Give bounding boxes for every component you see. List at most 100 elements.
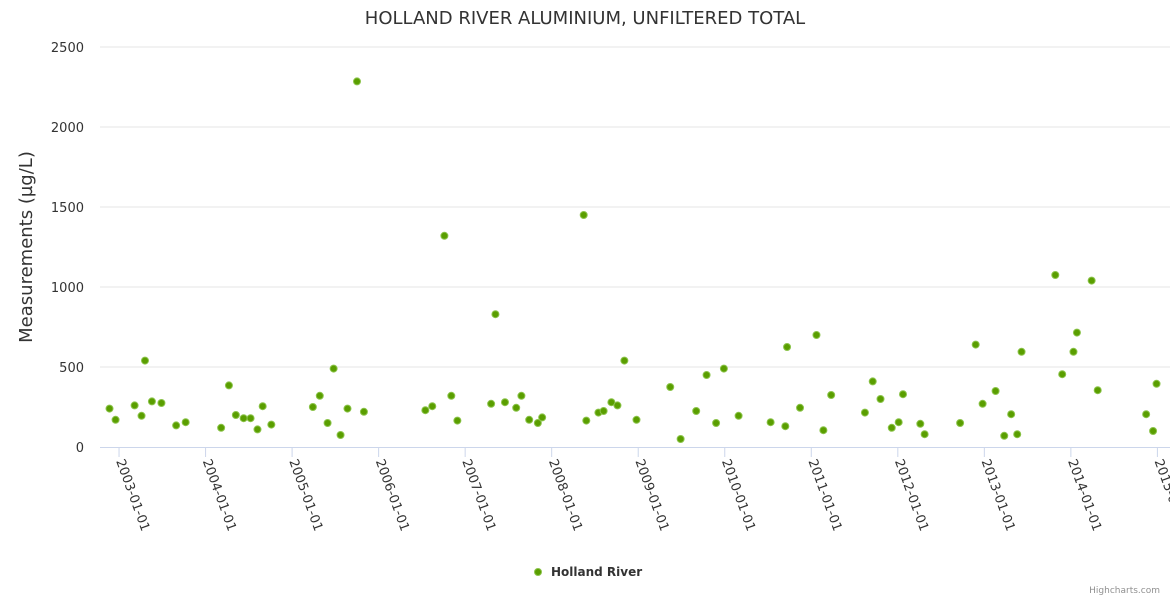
data-point[interactable] (147, 397, 156, 406)
data-point[interactable] (323, 419, 332, 427)
data-point[interactable] (336, 431, 345, 439)
data-point[interactable] (1149, 427, 1158, 435)
data-point[interactable] (1007, 410, 1016, 419)
data-point[interactable] (267, 420, 276, 429)
data-point[interactable] (971, 340, 980, 349)
data-point[interactable] (538, 413, 547, 422)
data-point[interactable] (734, 411, 743, 420)
data-point[interactable] (899, 390, 908, 399)
data-point[interactable] (105, 404, 114, 413)
data-point[interactable] (692, 407, 701, 415)
data-point[interactable] (1069, 347, 1078, 356)
data-point[interactable] (1013, 430, 1022, 439)
data-point[interactable] (253, 425, 262, 434)
data-point[interactable] (620, 356, 629, 365)
data-point[interactable] (978, 399, 987, 408)
data-point[interactable] (172, 421, 181, 430)
data-point[interactable] (491, 310, 500, 319)
data-point[interactable] (447, 391, 456, 400)
data-point[interactable] (140, 356, 149, 365)
data-point[interactable] (111, 415, 120, 424)
y-tick-label: 1500 (51, 201, 84, 216)
data-point[interactable] (827, 391, 836, 399)
data-point[interactable] (343, 404, 352, 413)
data-point[interactable] (781, 422, 790, 431)
y-tick-label: 1000 (51, 281, 84, 296)
data-point[interactable] (1051, 271, 1060, 279)
data-point[interactable] (421, 406, 430, 415)
data-point[interactable] (812, 331, 821, 339)
chart-title: HOLLAND RIVER ALUMINIUM, UNFILTERED TOTA… (365, 8, 805, 29)
data-point[interactable] (613, 401, 622, 410)
data-point[interactable] (599, 407, 608, 415)
data-point[interactable] (666, 383, 675, 391)
data-point[interactable] (315, 391, 324, 400)
data-point[interactable] (920, 430, 929, 439)
data-point[interactable] (868, 377, 877, 386)
data-point[interactable] (579, 211, 588, 219)
data-point[interactable] (329, 364, 338, 373)
data-point[interactable] (876, 395, 885, 403)
data-point[interactable] (1058, 370, 1067, 379)
data-point[interactable] (783, 343, 792, 351)
data-point[interactable] (1093, 386, 1102, 395)
data-point[interactable] (712, 419, 721, 427)
data-point[interactable] (181, 418, 190, 427)
data-point[interactable] (239, 414, 248, 423)
data-point[interactable] (894, 418, 903, 427)
y-tick-label: 2000 (51, 121, 84, 136)
data-point[interactable] (1072, 328, 1081, 337)
data-point[interactable] (860, 408, 869, 417)
data-point[interactable] (719, 364, 728, 373)
data-point[interactable] (487, 399, 496, 408)
data-point[interactable] (702, 371, 711, 379)
y-axis-ticks: 0 500 1000 1500 2000 2500 (51, 41, 84, 456)
data-point[interactable] (359, 407, 368, 416)
data-point[interactable] (224, 381, 233, 390)
data-point[interactable] (231, 411, 240, 419)
data-point[interactable] (1087, 276, 1096, 285)
y-axis-label: Measurements (µg/L) (16, 151, 37, 343)
data-point[interactable] (428, 402, 437, 411)
data-point[interactable] (512, 403, 521, 412)
series-holland-river (105, 77, 1161, 443)
data-point[interactable] (517, 391, 526, 400)
data-point[interactable] (258, 402, 267, 411)
data-point[interactable] (157, 399, 166, 407)
data-point[interactable] (887, 423, 896, 432)
data-point[interactable] (607, 398, 616, 407)
y-tick-label: 500 (59, 361, 84, 376)
data-point[interactable] (130, 401, 139, 410)
data-point[interactable] (991, 387, 1000, 395)
grid-layer (100, 46, 1170, 368)
data-point[interactable] (582, 416, 591, 425)
data-point[interactable] (1152, 379, 1161, 388)
data-point[interactable] (819, 426, 828, 435)
legend[interactable]: Holland River (534, 565, 643, 579)
data-point[interactable] (137, 411, 146, 420)
data-point[interactable] (246, 414, 255, 423)
data-point[interactable] (500, 398, 509, 407)
data-point[interactable] (1017, 347, 1026, 356)
data-point[interactable] (453, 416, 462, 425)
data-point[interactable] (352, 77, 361, 86)
legend-marker[interactable] (534, 568, 542, 576)
data-point[interactable] (796, 403, 805, 412)
data-point[interactable] (1000, 431, 1009, 440)
data-point[interactable] (766, 418, 775, 427)
data-point[interactable] (525, 415, 534, 424)
data-point[interactable] (440, 231, 449, 240)
data-point[interactable] (533, 419, 542, 427)
data-point[interactable] (676, 435, 685, 443)
legend-label[interactable]: Holland River (551, 565, 642, 579)
data-point[interactable] (632, 415, 641, 424)
data-point[interactable] (308, 403, 317, 411)
credits-link[interactable]: Highcharts.com (1089, 586, 1160, 596)
data-point[interactable] (916, 419, 925, 428)
data-point[interactable] (217, 423, 226, 432)
data-point[interactable] (1142, 410, 1151, 419)
data-point[interactable] (956, 419, 965, 427)
